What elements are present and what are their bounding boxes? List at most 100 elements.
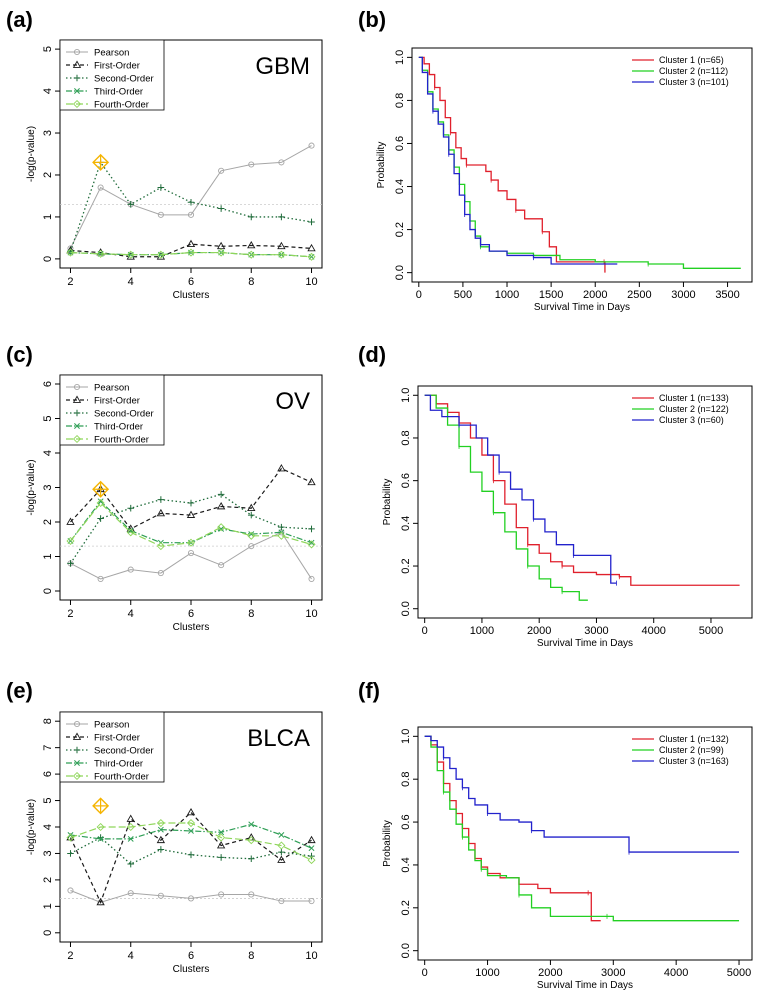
data-point-first-order	[307, 477, 316, 486]
y-tick-label: 4	[42, 88, 54, 94]
y-tick-label: 1	[42, 553, 54, 559]
x-tick-label: 1000	[495, 289, 519, 301]
data-point-third-order	[308, 845, 315, 852]
legend-label: Pearson	[94, 720, 129, 731]
data-point-pearson	[248, 543, 255, 550]
x-axis-label: Clusters	[173, 290, 210, 301]
x-tick-label: 10	[305, 950, 317, 962]
legend-label: Second-Order	[94, 74, 154, 85]
survival-curve-cluster-2	[424, 394, 588, 601]
x-tick-label: 6	[188, 276, 194, 288]
data-point-second-order	[157, 184, 165, 191]
data-point-pearson	[248, 891, 255, 898]
x-tick-label: 6	[188, 950, 194, 962]
x-tick-label: 2	[67, 950, 73, 962]
panel-label-e: (e)	[6, 678, 33, 703]
y-axis-label: Probability	[382, 820, 393, 867]
data-point-third-order	[308, 539, 315, 546]
data-point-fourth-order	[96, 822, 105, 832]
x-tick-label: 4000	[664, 967, 688, 979]
data-point-first-order	[126, 814, 135, 822]
data-point-fourth-order	[126, 822, 135, 832]
y-tick-label: 5	[42, 797, 54, 803]
data-point-fourth-order	[307, 252, 316, 261]
legend-label: First-Order	[94, 396, 140, 407]
x-tick-label: 0	[422, 967, 428, 979]
data-point-fourth-order	[66, 833, 75, 842]
x-tick-label: 1000	[470, 625, 494, 637]
data-point-pearson	[218, 891, 225, 898]
x-tick-label: 2000	[538, 967, 562, 979]
data-point-pearson	[278, 898, 285, 905]
x-axis-label: Survival Time in Days	[537, 980, 633, 991]
series-line-first-order	[70, 243, 312, 258]
legend-marker	[74, 88, 80, 94]
data-point-first-order	[277, 241, 286, 250]
y-tick-label: 6	[42, 381, 54, 387]
legend-label: Cluster 2 (n=122)	[659, 404, 729, 414]
series-line-pearson	[70, 145, 312, 249]
legend-marker	[72, 771, 82, 781]
data-point-first-order	[307, 835, 316, 844]
series-line-first-order	[69, 811, 312, 904]
data-point-second-order	[67, 560, 74, 567]
legend-marker	[72, 99, 82, 109]
data-point-pearson	[308, 898, 315, 905]
y-tick-label: 1.0	[400, 388, 412, 403]
data-point-third-order	[127, 527, 134, 534]
data-point-fourth-order	[217, 833, 226, 842]
y-axis-label: -log(p-value)	[26, 799, 37, 855]
data-point-first-order	[247, 240, 256, 249]
data-point-first-order	[186, 239, 196, 248]
data-point-pearson	[308, 142, 315, 149]
data-point-first-order	[216, 501, 226, 510]
data-point-fourth-order	[247, 836, 256, 845]
x-tick-label: 0	[416, 289, 422, 301]
data-point-fourth-order	[186, 248, 196, 257]
x-tick-label: 1500	[539, 289, 563, 301]
data-point-fourth-order	[126, 528, 135, 537]
panel-label-f: (f)	[358, 678, 380, 703]
data-point-fourth-order	[217, 523, 226, 532]
legend-label: Cluster 1 (n=133)	[659, 393, 729, 403]
x-tick-label: 4	[128, 276, 134, 288]
data-point-first-order	[216, 841, 226, 849]
panel-label-c: (c)	[6, 342, 33, 367]
data-point-second-order	[217, 205, 225, 212]
legend-label: Fourth-Order	[94, 772, 149, 783]
data-point-first-order	[307, 243, 316, 252]
data-point-second-order	[187, 851, 195, 859]
data-point-third-order	[127, 835, 134, 842]
x-tick-label: 2000	[527, 625, 551, 637]
data-point-fourth-order	[66, 536, 75, 546]
legend-label: Third-Order	[94, 422, 143, 433]
data-point-pearson	[157, 211, 164, 218]
x-axis-label: Clusters	[173, 964, 210, 975]
x-tick-label: 6	[188, 608, 194, 620]
legend-label: Cluster 2 (n=112)	[659, 66, 728, 76]
series-line-second-order	[69, 493, 312, 564]
legend-marker	[74, 423, 80, 429]
y-tick-label: 8	[42, 718, 54, 724]
data-point-second-order	[127, 201, 135, 208]
series-line-first-order	[70, 467, 312, 530]
legend-label: Cluster 3 (n=60)	[659, 415, 724, 425]
y-tick-label: 0	[42, 930, 54, 936]
y-tick-label: 0.4	[400, 857, 412, 872]
y-tick-label: 1.0	[400, 729, 412, 744]
x-tick-label: 2	[67, 608, 73, 620]
data-point-pearson	[97, 575, 104, 582]
data-point-second-order	[157, 846, 165, 853]
data-point-pearson	[187, 211, 195, 218]
y-tick-label: 2	[42, 172, 54, 178]
chart-title: OV	[275, 388, 310, 415]
data-point-pearson	[187, 550, 195, 557]
data-point-third-order	[188, 828, 194, 834]
legend-label: Cluster 1 (n=65)	[659, 55, 724, 65]
y-tick-label: 0.0	[394, 265, 406, 280]
data-point-fourth-order	[156, 542, 165, 551]
x-tick-label: 5000	[727, 967, 751, 979]
data-point-pearson	[218, 562, 225, 569]
legend-marker	[73, 383, 81, 391]
